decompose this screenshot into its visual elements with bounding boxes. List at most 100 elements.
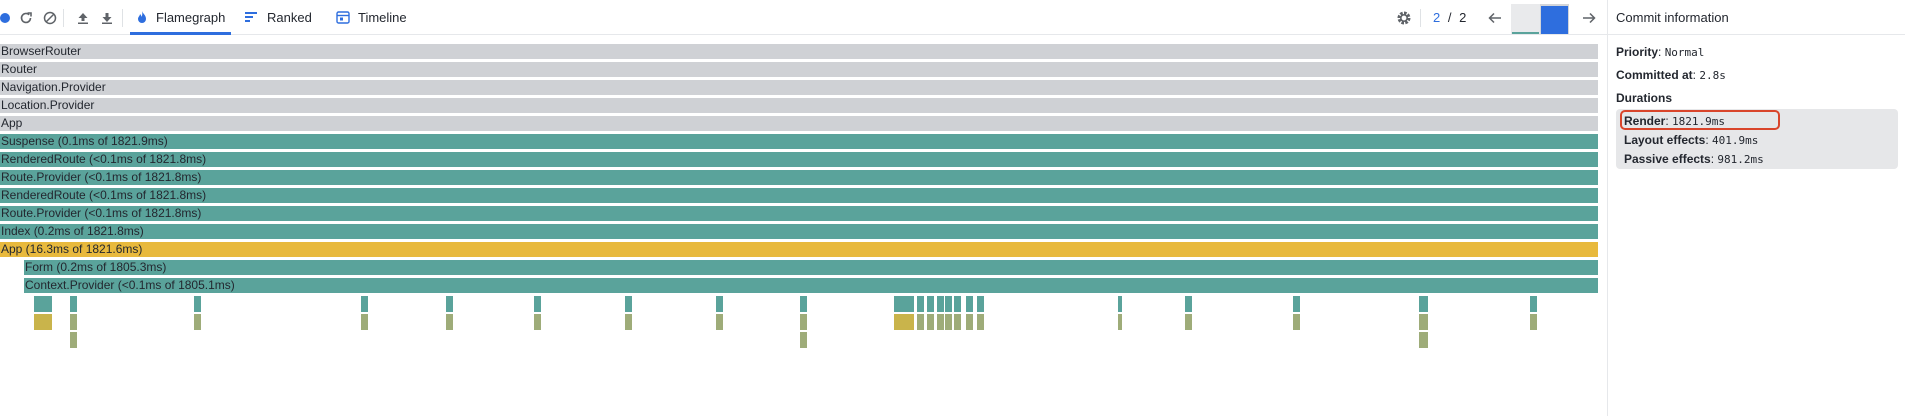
duration-value: 981.2ms <box>1717 153 1764 166</box>
flamegraph-node[interactable] <box>954 314 961 330</box>
commit-current: 2 <box>1433 10 1441 25</box>
flamegraph-bar[interactable]: Index (0.2ms of 1821.8ms) <box>0 224 1598 239</box>
flamegraph-node[interactable] <box>977 314 984 330</box>
flamegraph-node[interactable] <box>1185 314 1192 330</box>
durations-title: Durations <box>1616 91 1673 105</box>
flamegraph-node[interactable] <box>625 314 632 330</box>
priority-value: Normal <box>1664 46 1705 59</box>
tab-ranked[interactable]: Ranked <box>245 0 312 34</box>
duration-label: Passive effects <box>1624 152 1711 166</box>
flamegraph-node[interactable] <box>800 314 807 330</box>
flame-icon <box>136 10 148 24</box>
render-highlight-box <box>1620 110 1780 130</box>
gear-icon[interactable] <box>1395 9 1413 27</box>
flamegraph-node[interactable] <box>70 332 77 348</box>
flamegraph-node[interactable] <box>446 314 453 330</box>
flamegraph-node[interactable] <box>361 296 368 312</box>
arrow-right-icon <box>1583 12 1596 24</box>
reload-icon[interactable] <box>17 9 35 27</box>
tab-flamegraph[interactable]: Flamegraph <box>130 0 232 35</box>
flamegraph-node[interactable] <box>70 314 77 330</box>
upload-icon[interactable] <box>74 9 92 27</box>
flamegraph-bar[interactable]: Router <box>0 62 1598 77</box>
flamegraph-node[interactable] <box>954 296 961 312</box>
flamegraph-node[interactable] <box>716 296 723 312</box>
clear-icon[interactable] <box>41 9 59 27</box>
tab-timeline[interactable]: Timeline <box>336 0 407 34</box>
flamegraph-bar[interactable]: Location.Provider <box>0 98 1598 113</box>
priority-row: Priority: Normal <box>1616 45 1705 59</box>
flamegraph-node[interactable] <box>34 314 52 330</box>
next-commit-button[interactable] <box>1580 9 1598 27</box>
tab-label: Flamegraph <box>156 9 226 25</box>
toolbar-divider <box>122 9 123 27</box>
flamegraph-bar[interactable]: RenderedRoute (<0.1ms of 1821.8ms) <box>0 152 1598 167</box>
flamegraph-node[interactable] <box>1419 314 1428 330</box>
flamegraph-node[interactable] <box>894 314 914 330</box>
commit-counter: 2 / 2 <box>1433 10 1466 25</box>
commit-total: 2 <box>1459 10 1467 25</box>
flamegraph-node[interactable] <box>70 296 77 312</box>
commit-bar <box>1512 32 1539 34</box>
flamegraph-node[interactable] <box>446 296 453 312</box>
flamegraph-bar[interactable]: BrowserRouter <box>0 44 1598 59</box>
commit-separator: / <box>1447 10 1452 25</box>
flamegraph-node[interactable] <box>800 332 807 348</box>
profiler-toolbar: Flamegraph Ranked Timeline 2 / 2 <box>0 0 1608 35</box>
duration-layout-effects: Layout effects: 401.9ms <box>1624 133 1759 147</box>
flamegraph-bar[interactable]: App <box>0 116 1598 131</box>
download-icon[interactable] <box>98 9 116 27</box>
committed-at-label: Committed at <box>1616 68 1693 82</box>
flamegraph-node[interactable] <box>945 296 952 312</box>
commit-bar-chart[interactable] <box>1511 4 1569 34</box>
commit-bar <box>1541 6 1568 34</box>
flamegraph-node[interactable] <box>937 296 944 312</box>
flamegraph-bar[interactable]: Form (0.2ms of 1805.3ms) <box>24 260 1598 275</box>
flamegraph-node[interactable] <box>1419 332 1428 348</box>
commit-info-title: Commit information <box>1608 0 1905 35</box>
flamegraph-node[interactable] <box>977 296 984 312</box>
flamegraph-node[interactable] <box>716 314 723 330</box>
flamegraph-node[interactable] <box>625 296 632 312</box>
flamegraph-node[interactable] <box>1118 296 1122 312</box>
flamegraph-node[interactable] <box>927 296 934 312</box>
flamegraph-bar[interactable]: App (16.3ms of 1821.6ms) <box>0 242 1598 257</box>
flamegraph-node[interactable] <box>1118 314 1122 330</box>
flamegraph-node[interactable] <box>534 296 541 312</box>
flamegraph-node[interactable] <box>1530 296 1537 312</box>
timeline-icon <box>336 10 350 24</box>
flamegraph-node[interactable] <box>194 296 201 312</box>
flamegraph-node[interactable] <box>966 296 973 312</box>
flamegraph-node[interactable] <box>800 296 807 312</box>
flamegraph-node[interactable] <box>1530 314 1537 330</box>
flamegraph-node[interactable] <box>966 314 973 330</box>
flamegraph-node[interactable] <box>34 296 52 312</box>
flamegraph-bar[interactable]: Route.Provider (<0.1ms of 1821.8ms) <box>0 206 1598 221</box>
commit-info-panel: Commit information Priority: Normal Comm… <box>1608 0 1905 416</box>
duration-value: 401.9ms <box>1712 134 1759 147</box>
flamegraph-node[interactable] <box>534 314 541 330</box>
flamegraph-node[interactable] <box>361 314 368 330</box>
toolbar-divider <box>63 9 64 27</box>
flamegraph-node[interactable] <box>1293 314 1300 330</box>
previous-commit-button[interactable] <box>1486 9 1504 27</box>
flamegraph-node[interactable] <box>894 296 914 312</box>
flamegraph-node[interactable] <box>937 314 944 330</box>
flamegraph-node[interactable] <box>927 314 934 330</box>
committed-at-value: 2.8s <box>1699 69 1726 82</box>
flamegraph-node[interactable] <box>194 314 201 330</box>
flamegraph-node[interactable] <box>1419 296 1428 312</box>
commit-slot <box>1511 4 1540 34</box>
flamegraph-node[interactable] <box>1293 296 1300 312</box>
flamegraph-bar[interactable]: Route.Provider (<0.1ms of 1821.8ms) <box>0 170 1598 185</box>
duration-render: Render: 1821.9ms <box>1624 114 1725 128</box>
flamegraph-node[interactable] <box>945 314 952 330</box>
flamegraph-bar[interactable]: Suspense (0.1ms of 1821.9ms) <box>0 134 1598 149</box>
flamegraph-bar[interactable]: Navigation.Provider <box>0 80 1598 95</box>
flamegraph-node[interactable] <box>1185 296 1192 312</box>
flamegraph-bar[interactable]: Context.Provider (<0.1ms of 1805.1ms) <box>24 278 1598 293</box>
flamegraph-node[interactable] <box>917 296 924 312</box>
flamegraph-bar[interactable]: RenderedRoute (<0.1ms of 1821.8ms) <box>0 188 1598 203</box>
record-icon[interactable] <box>0 9 14 27</box>
flamegraph-node[interactable] <box>917 314 924 330</box>
